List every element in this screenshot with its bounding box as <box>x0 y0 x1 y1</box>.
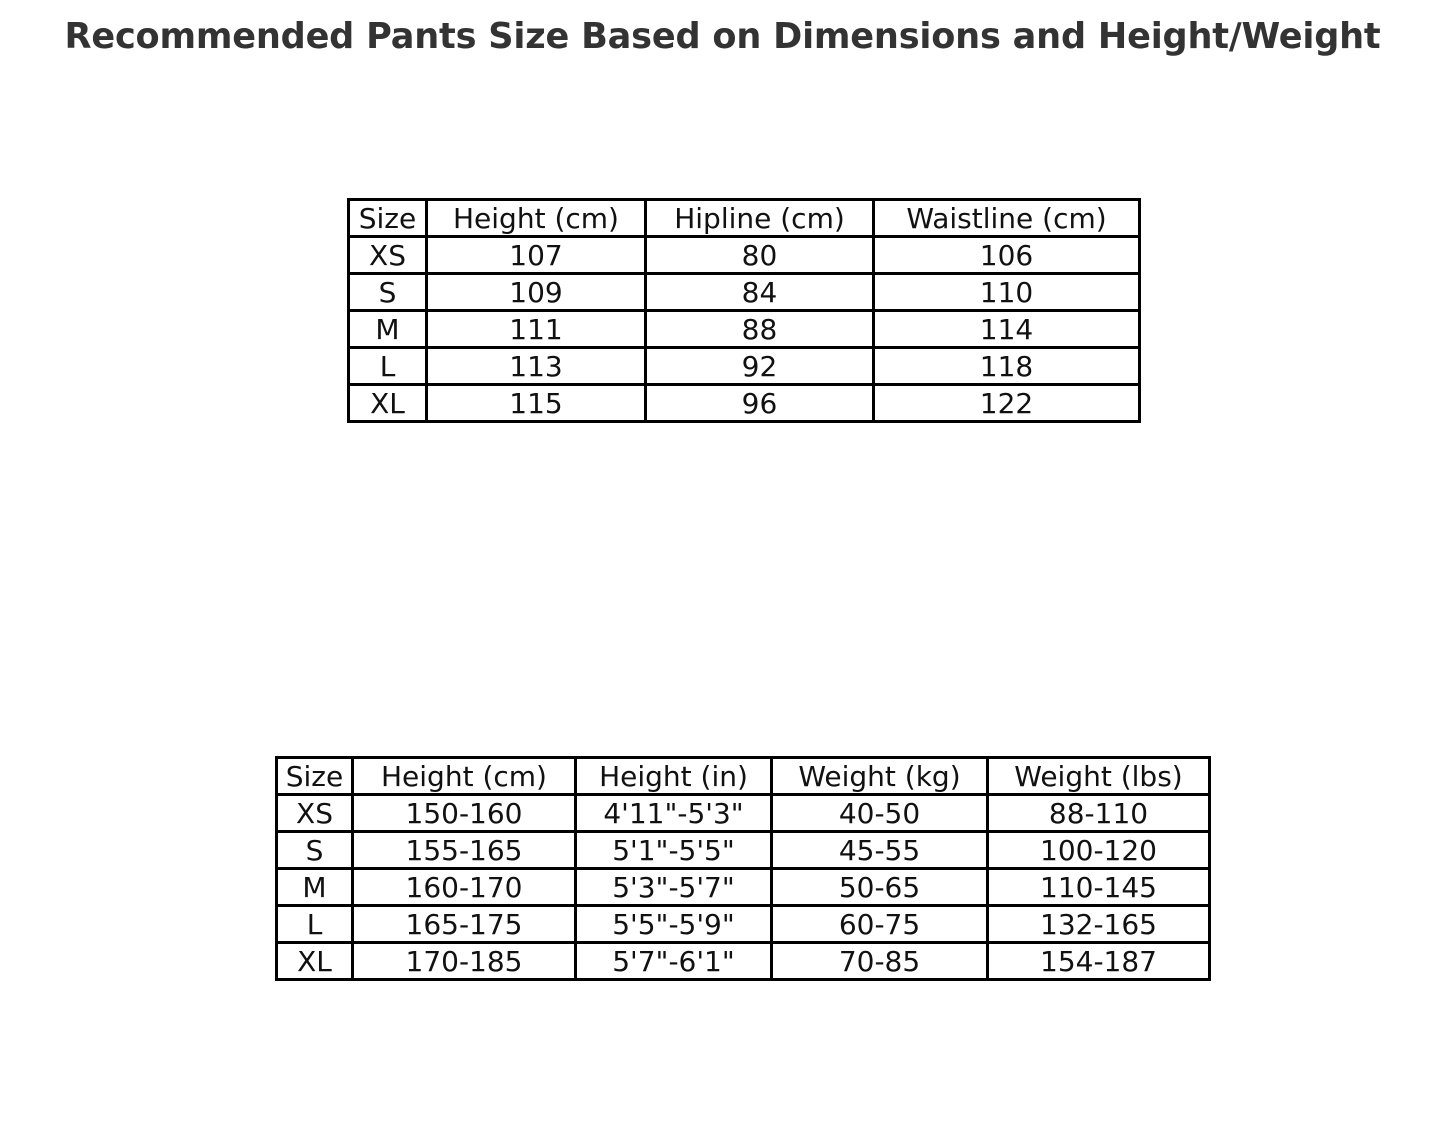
cell-weight-lbs: 154-187 <box>986 941 1211 981</box>
cell-height: 109 <box>425 272 647 312</box>
cell-weight-kg: 40-50 <box>770 793 989 833</box>
column-header-height-cm: Height (cm) <box>351 756 577 796</box>
cell-hipline: 92 <box>644 346 875 386</box>
cell-waistline: 114 <box>872 309 1141 349</box>
cell-weight-kg: 45-55 <box>770 830 989 870</box>
cell-height: 115 <box>425 383 647 423</box>
table-row: XS 107 80 106 <box>347 235 1141 275</box>
table-row: L 165-175 5'5"-5'9" 60-75 132-165 <box>275 904 1211 944</box>
table-row: XS 150-160 4'11"-5'3" 40-50 88-110 <box>275 793 1211 833</box>
cell-height-cm: 150-160 <box>351 793 577 833</box>
cell-size: XS <box>275 793 354 833</box>
cell-hipline: 80 <box>644 235 875 275</box>
cell-size: M <box>275 867 354 907</box>
cell-weight-lbs: 100-120 <box>986 830 1211 870</box>
cell-hipline: 88 <box>644 309 875 349</box>
cell-weight-kg: 50-65 <box>770 867 989 907</box>
cell-height-cm: 170-185 <box>351 941 577 981</box>
cell-size: XS <box>347 235 428 275</box>
column-header-weight-lbs: Weight (lbs) <box>986 756 1211 796</box>
cell-waistline: 110 <box>872 272 1141 312</box>
cell-weight-kg: 60-75 <box>770 904 989 944</box>
cell-weight-lbs: 110-145 <box>986 867 1211 907</box>
cell-height: 107 <box>425 235 647 275</box>
table-row: L 113 92 118 <box>347 346 1141 386</box>
table-row: XL 115 96 122 <box>347 383 1141 423</box>
pants-size-dimensions-table: Size Height (cm) Hipline (cm) Waistline … <box>347 198 1141 423</box>
cell-size: XL <box>275 941 354 981</box>
cell-height-in: 5'7"-6'1" <box>574 941 773 981</box>
table-row: S 109 84 110 <box>347 272 1141 312</box>
cell-height-in: 5'1"-5'5" <box>574 830 773 870</box>
column-header-hipline-cm: Hipline (cm) <box>644 198 875 238</box>
cell-height-cm: 160-170 <box>351 867 577 907</box>
cell-weight-lbs: 132-165 <box>986 904 1211 944</box>
cell-waistline: 106 <box>872 235 1141 275</box>
cell-size: S <box>275 830 354 870</box>
cell-height: 113 <box>425 346 647 386</box>
cell-waistline: 118 <box>872 346 1141 386</box>
cell-height-cm: 165-175 <box>351 904 577 944</box>
table-header-row: Size Height (cm) Hipline (cm) Waistline … <box>347 198 1141 238</box>
cell-size: XL <box>347 383 428 423</box>
cell-size: L <box>275 904 354 944</box>
cell-size: M <box>347 309 428 349</box>
cell-hipline: 96 <box>644 383 875 423</box>
table-row: M 160-170 5'3"-5'7" 50-65 110-145 <box>275 867 1211 907</box>
table-row: XL 170-185 5'7"-6'1" 70-85 154-187 <box>275 941 1211 981</box>
cell-size: L <box>347 346 428 386</box>
table-header-row: Size Height (cm) Height (in) Weight (kg)… <box>275 756 1211 796</box>
pants-size-height-weight-table: Size Height (cm) Height (in) Weight (kg)… <box>275 756 1211 981</box>
column-header-size: Size <box>347 198 428 238</box>
cell-size: S <box>347 272 428 312</box>
cell-height: 111 <box>425 309 647 349</box>
column-header-height-in: Height (in) <box>574 756 773 796</box>
column-header-height-cm: Height (cm) <box>425 198 647 238</box>
cell-height-in: 5'5"-5'9" <box>574 904 773 944</box>
cell-height-cm: 155-165 <box>351 830 577 870</box>
cell-weight-lbs: 88-110 <box>986 793 1211 833</box>
column-header-weight-kg: Weight (kg) <box>770 756 989 796</box>
cell-waistline: 122 <box>872 383 1141 423</box>
page-title: Recommended Pants Size Based on Dimensio… <box>64 16 1381 57</box>
column-header-waistline-cm: Waistline (cm) <box>872 198 1141 238</box>
cell-height-in: 4'11"-5'3" <box>574 793 773 833</box>
cell-weight-kg: 70-85 <box>770 941 989 981</box>
column-header-size: Size <box>275 756 354 796</box>
cell-hipline: 84 <box>644 272 875 312</box>
table-row: M 111 88 114 <box>347 309 1141 349</box>
table-row: S 155-165 5'1"-5'5" 45-55 100-120 <box>275 830 1211 870</box>
cell-height-in: 5'3"-5'7" <box>574 867 773 907</box>
